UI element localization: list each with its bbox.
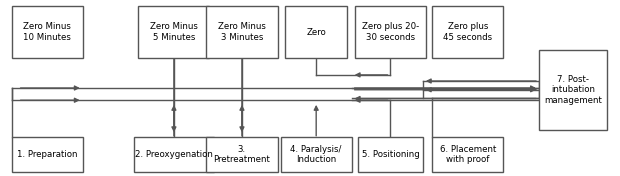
Text: 7. Post-
intubation
management: 7. Post- intubation management [544,75,602,105]
Text: 5. Positioning: 5. Positioning [361,150,419,159]
FancyBboxPatch shape [358,137,423,172]
Text: Zero Minus
10 Minutes: Zero Minus 10 Minutes [23,22,71,42]
FancyBboxPatch shape [355,6,426,58]
FancyBboxPatch shape [206,137,278,172]
Text: Zero: Zero [306,28,326,37]
Text: Zero Minus
5 Minutes: Zero Minus 5 Minutes [150,22,198,42]
Text: Zero plus
45 seconds: Zero plus 45 seconds [443,22,492,42]
FancyBboxPatch shape [432,137,503,172]
Text: Zero Minus
3 Minutes: Zero Minus 3 Minutes [218,22,266,42]
FancyBboxPatch shape [206,6,278,58]
Text: 6. Placement
with proof: 6. Placement with proof [440,145,496,164]
Text: 3.
Pretreatment: 3. Pretreatment [213,145,270,164]
Text: 1. Preparation: 1. Preparation [17,150,78,159]
FancyBboxPatch shape [134,137,214,172]
FancyBboxPatch shape [12,6,82,58]
Text: 4. Paralysis/
Induction: 4. Paralysis/ Induction [291,145,342,164]
FancyBboxPatch shape [138,6,210,58]
FancyBboxPatch shape [12,137,82,172]
FancyBboxPatch shape [432,6,503,58]
Text: 2. Preoxygenation: 2. Preoxygenation [135,150,213,159]
FancyBboxPatch shape [281,137,352,172]
FancyBboxPatch shape [539,50,607,130]
Text: Zero plus 20-
30 seconds: Zero plus 20- 30 seconds [362,22,419,42]
FancyBboxPatch shape [285,6,347,58]
